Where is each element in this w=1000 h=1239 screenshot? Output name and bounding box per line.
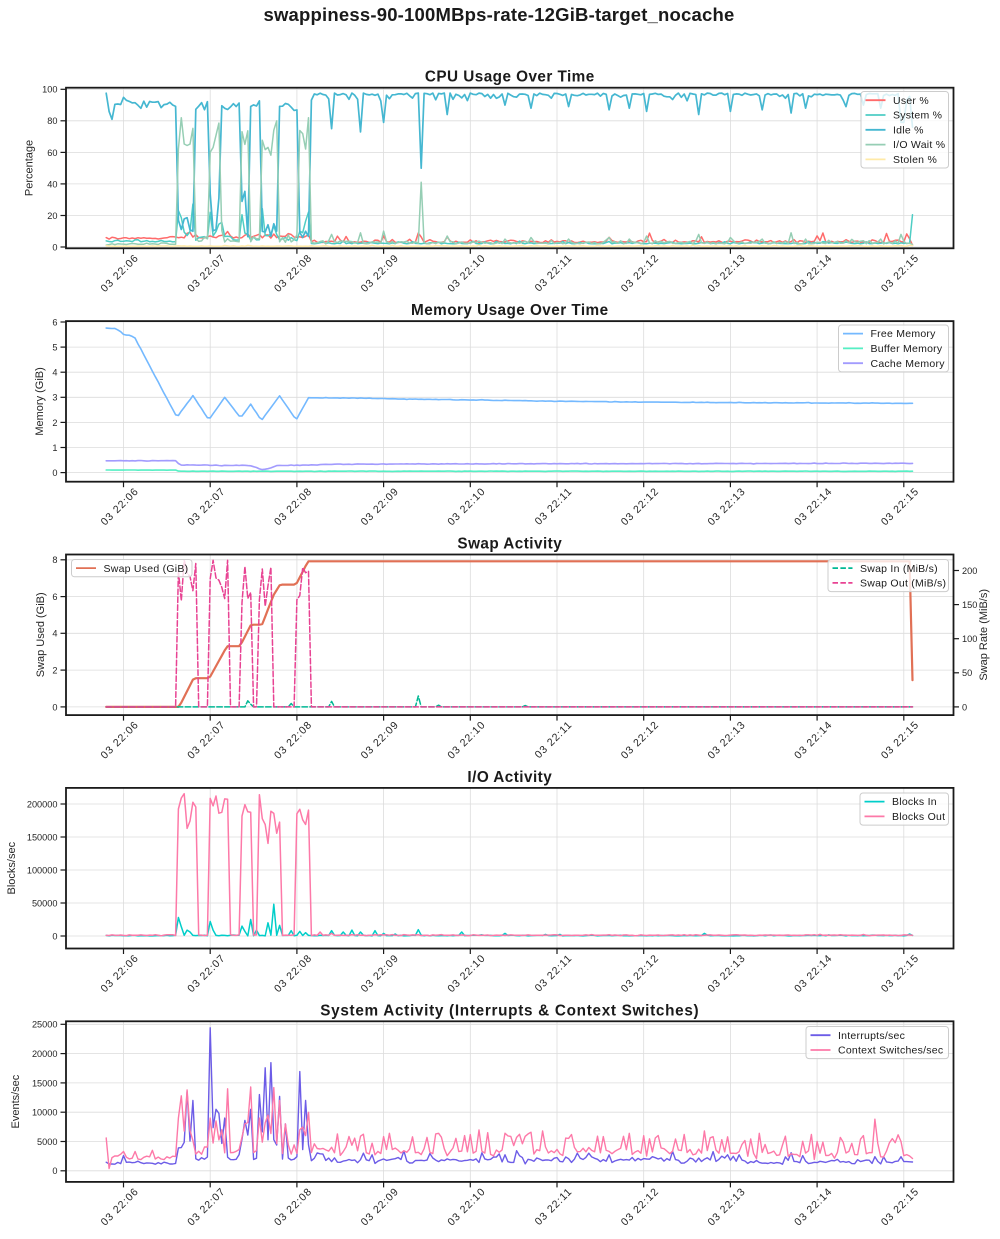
svg-text:Cache Memory: Cache Memory (871, 358, 946, 370)
svg-text:Free Memory: Free Memory (871, 328, 937, 340)
svg-text:0: 0 (962, 702, 967, 712)
svg-text:6: 6 (52, 592, 57, 602)
svg-text:20000: 20000 (32, 1049, 58, 1059)
svg-text:Stolen %: Stolen % (893, 154, 937, 166)
svg-text:0: 0 (52, 702, 57, 712)
svg-text:5000: 5000 (37, 1137, 57, 1147)
svg-text:150: 150 (962, 600, 977, 610)
svg-text:Memory Usage Over Time: Memory Usage Over Time (411, 302, 609, 319)
svg-text:2: 2 (52, 666, 57, 676)
svg-text:Swap Used (GiB): Swap Used (GiB) (104, 563, 189, 575)
svg-text:0: 0 (52, 468, 57, 478)
svg-text:System Activity (Interrupts &: System Activity (Interrupts & Context Sw… (320, 1002, 699, 1019)
svg-text:Swap Used (GiB): Swap Used (GiB) (35, 592, 47, 677)
svg-text:2: 2 (52, 418, 57, 428)
svg-text:20: 20 (47, 211, 57, 221)
svg-text:Percentage: Percentage (24, 140, 36, 196)
svg-text:40: 40 (47, 179, 57, 189)
svg-text:50: 50 (962, 668, 972, 678)
svg-text:60: 60 (47, 148, 57, 158)
svg-text:Swap In (MiB/s): Swap In (MiB/s) (860, 563, 938, 575)
svg-text:3: 3 (52, 393, 57, 403)
svg-text:4: 4 (52, 368, 57, 378)
svg-text:100000: 100000 (27, 865, 58, 875)
svg-text:5: 5 (52, 343, 57, 353)
svg-text:100: 100 (42, 85, 57, 95)
svg-text:swappiness-90-100MBps-rate-12G: swappiness-90-100MBps-rate-12GiB-target_… (263, 4, 734, 25)
svg-text:Context Switches/sec: Context Switches/sec (838, 1045, 943, 1057)
svg-text:0: 0 (52, 931, 57, 941)
svg-text:I/O Wait %: I/O Wait % (893, 139, 945, 151)
svg-text:80: 80 (47, 116, 57, 126)
svg-text:0: 0 (52, 242, 57, 252)
svg-text:8: 8 (52, 555, 57, 565)
svg-text:0: 0 (52, 1166, 57, 1176)
svg-text:Interrupts/sec: Interrupts/sec (838, 1030, 905, 1042)
svg-text:100: 100 (962, 634, 977, 644)
svg-text:4: 4 (52, 629, 57, 639)
svg-text:Swap Rate (MiB/s): Swap Rate (MiB/s) (978, 589, 990, 681)
svg-text:I/O Activity: I/O Activity (467, 769, 552, 786)
svg-text:User %: User % (893, 95, 929, 107)
svg-text:Swap Out (MiB/s): Swap Out (MiB/s) (860, 578, 946, 590)
svg-text:200000: 200000 (27, 799, 58, 809)
svg-text:Memory (GiB): Memory (GiB) (34, 367, 46, 435)
svg-text:6: 6 (52, 317, 57, 327)
svg-text:Blocks Out: Blocks Out (892, 811, 945, 823)
svg-text:200: 200 (962, 566, 977, 576)
svg-text:System %: System % (893, 110, 942, 122)
svg-text:15000: 15000 (32, 1078, 58, 1088)
svg-text:1: 1 (52, 443, 57, 453)
svg-text:CPU Usage Over Time: CPU Usage Over Time (425, 69, 595, 86)
svg-text:25000: 25000 (32, 1020, 58, 1030)
svg-text:150000: 150000 (27, 832, 58, 842)
svg-text:Events/sec: Events/sec (10, 1074, 22, 1128)
svg-text:50000: 50000 (32, 898, 58, 908)
svg-text:Blocks In: Blocks In (892, 796, 937, 808)
svg-text:Swap Activity: Swap Activity (457, 536, 562, 553)
svg-text:Buffer Memory: Buffer Memory (871, 343, 943, 355)
svg-text:Idle %: Idle % (893, 124, 924, 136)
svg-text:Blocks/sec: Blocks/sec (6, 841, 18, 894)
svg-text:10000: 10000 (32, 1108, 58, 1118)
